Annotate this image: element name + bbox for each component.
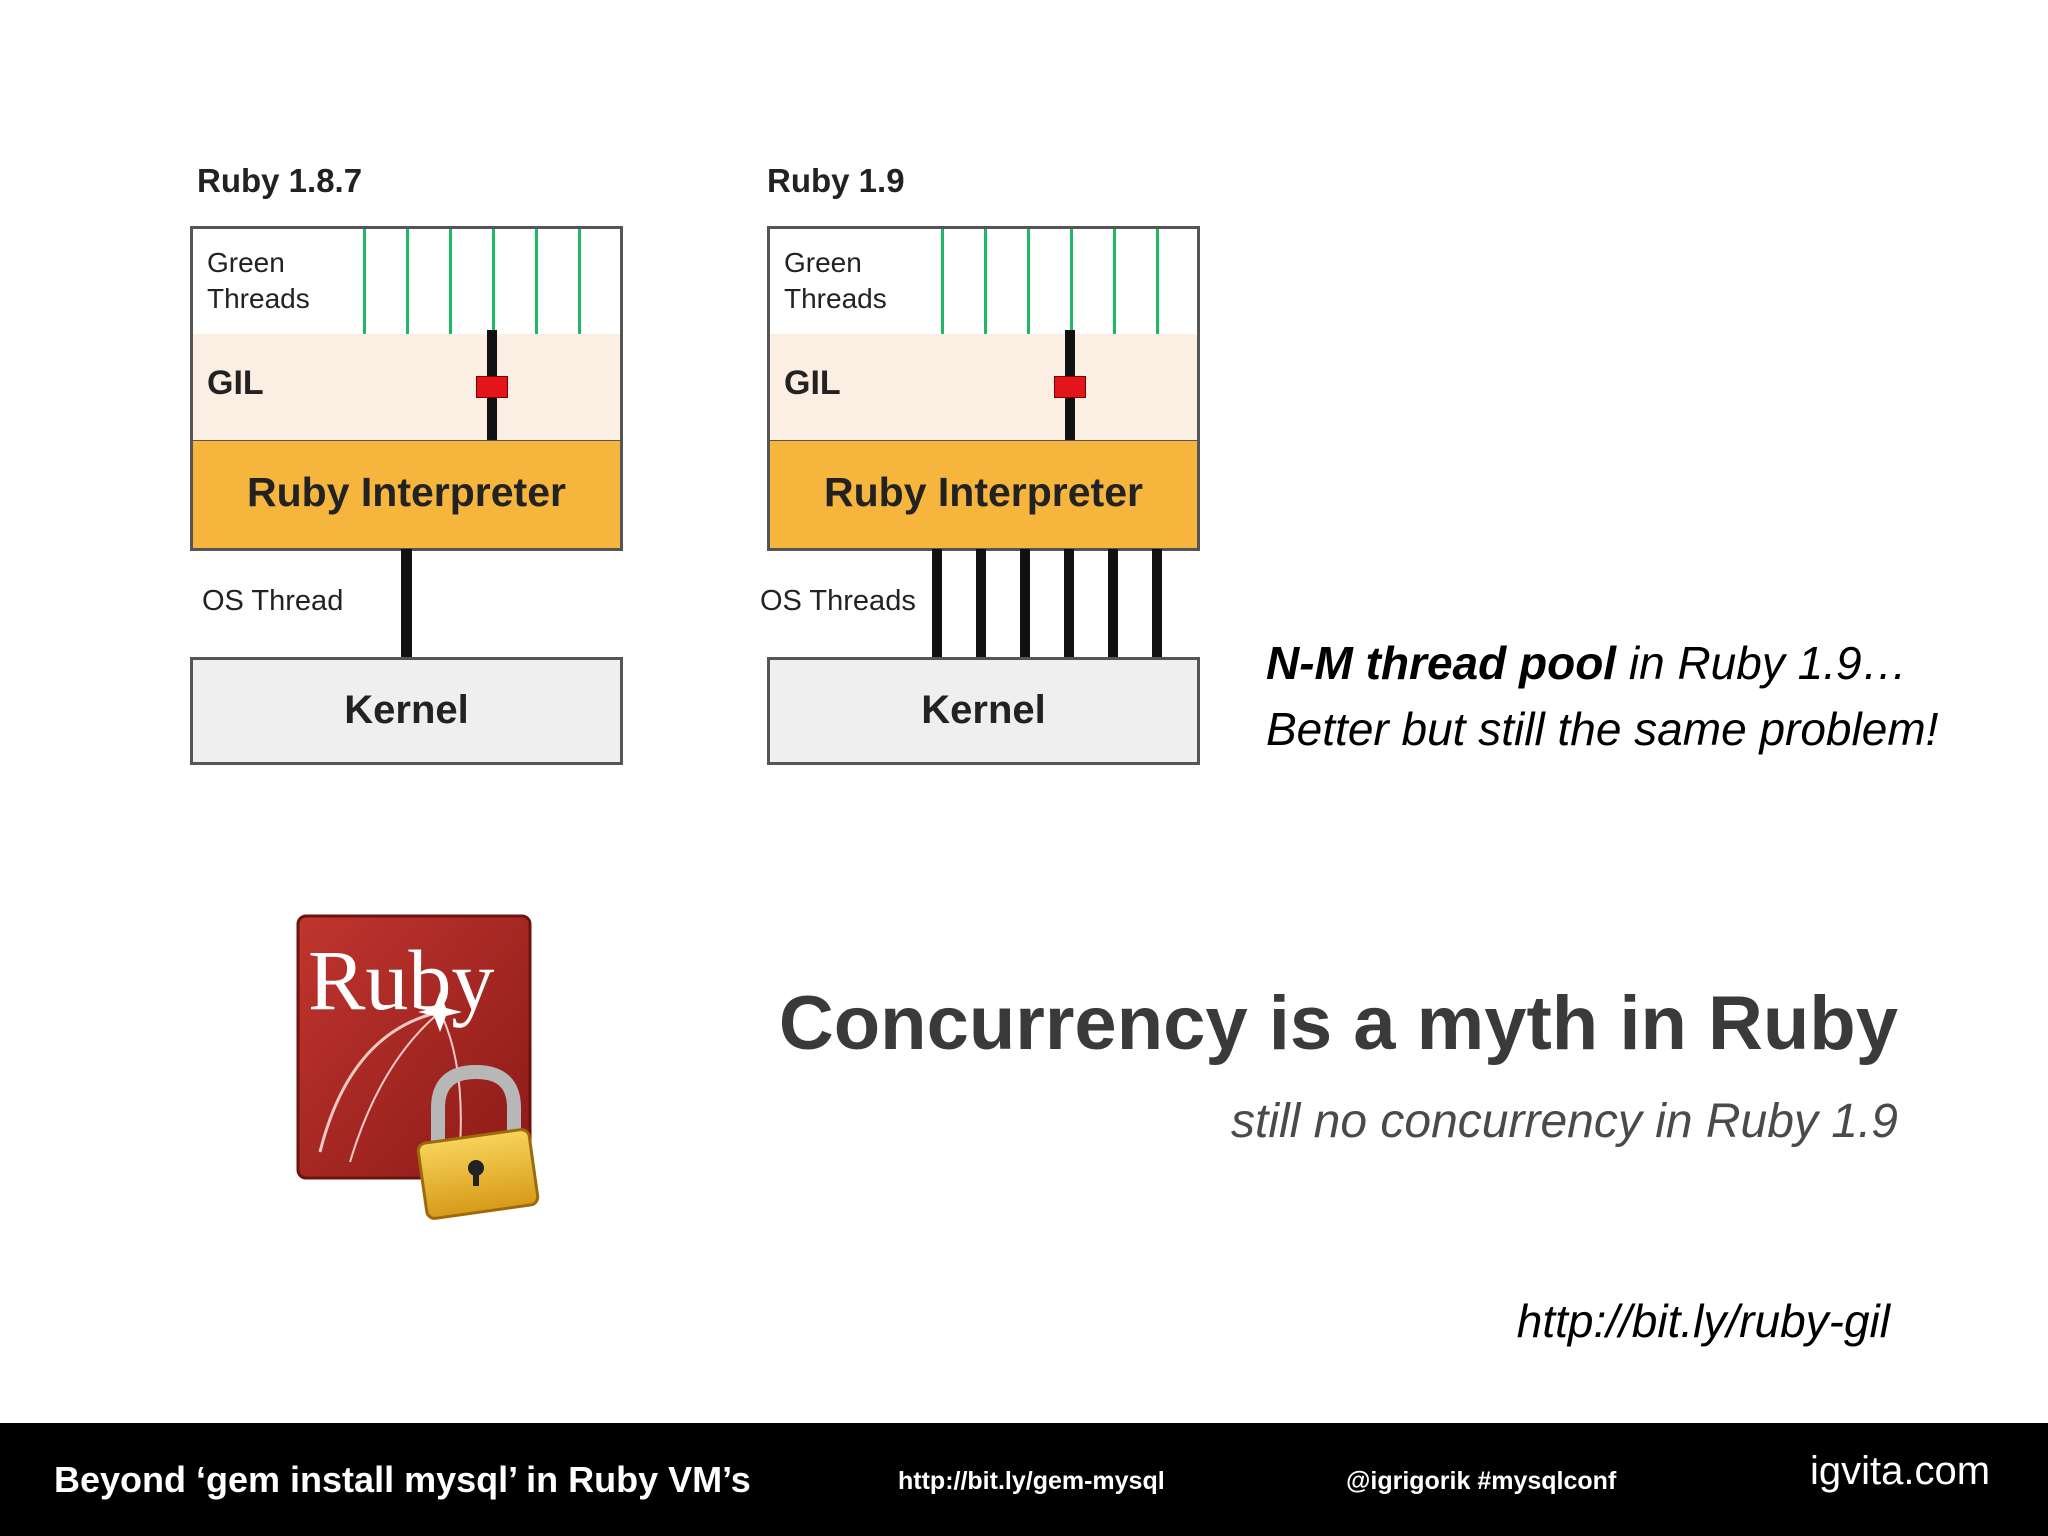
footer-handle: @igrigorik #mysqlconf [1346, 1467, 1616, 1496]
footer-link[interactable]: http://bit.ly/gem-mysql [898, 1467, 1165, 1496]
os-thread-bar [1108, 549, 1118, 659]
footer-brand[interactable]: igvita.com [1810, 1449, 1990, 1494]
green-threads-label: Green Threads [207, 245, 310, 317]
os-threads-label: OS Threads [760, 585, 916, 618]
green-thread-line [1070, 229, 1073, 334]
green-thread-line [535, 229, 538, 334]
note-rest: in Ruby 1.9… [1616, 637, 1907, 689]
note-line-2: Better but still the same problem! [1266, 696, 1938, 762]
green-thread-line [363, 229, 366, 334]
gil-row: GIL [767, 334, 1200, 443]
note-bold: N-M thread pool [1266, 637, 1616, 689]
interpreter-label: Ruby Interpreter [193, 469, 620, 516]
os-thread-bar [1020, 549, 1030, 659]
green-thread-line [1156, 229, 1159, 334]
subheadline: still no concurrency in Ruby 1.9 [1231, 1094, 1898, 1149]
green-thread-line [406, 229, 409, 334]
kernel-label: Kernel [770, 688, 1197, 733]
gil-label: GIL [207, 364, 264, 403]
os-thread-label: OS Thread [202, 585, 343, 618]
diagram-title: Ruby 1.8.7 [197, 162, 362, 200]
green-threads-label: Green Threads [784, 245, 887, 317]
os-thread-bar [1064, 549, 1074, 659]
interpreter-row: Ruby Interpreter [767, 441, 1200, 551]
kernel-row: Kernel [190, 657, 623, 765]
green-threads-row: Green Threads [190, 226, 623, 337]
gil-lock-marker [1054, 376, 1086, 398]
reference-link[interactable]: http://bit.ly/ruby-gil [1517, 1294, 1890, 1348]
green-thread-line [492, 229, 495, 334]
green-thread-line [449, 229, 452, 334]
green-thread-line [984, 229, 987, 334]
interpreter-label: Ruby Interpreter [770, 469, 1197, 516]
ruby-logo-text: Ruby [308, 930, 494, 1030]
green-thread-line [1113, 229, 1116, 334]
kernel-label: Kernel [193, 688, 620, 733]
interpreter-row: Ruby Interpreter [190, 441, 623, 551]
gil-row: GIL [190, 334, 623, 443]
gil-lock-marker [476, 376, 508, 398]
green-thread-line [1027, 229, 1030, 334]
os-thread-bar [1152, 549, 1162, 659]
green-thread-line [941, 229, 944, 334]
footer-title: Beyond ‘gem install mysql’ in Ruby VM’s [54, 1459, 751, 1501]
os-thread-bar [401, 549, 412, 659]
os-thread-bar [976, 549, 986, 659]
kernel-row: Kernel [767, 657, 1200, 765]
diagram-title: Ruby 1.9 [767, 162, 905, 200]
os-thread-bar [932, 549, 942, 659]
green-thread-line [578, 229, 581, 334]
headline: Concurrency is a myth in Ruby [779, 980, 1898, 1067]
footer-bar: Beyond ‘gem install mysql’ in Ruby VM’s … [0, 1423, 2048, 1536]
gil-label: GIL [784, 364, 841, 403]
green-threads-row: Green Threads [767, 226, 1200, 337]
note-line-1: N-M thread pool in Ruby 1.9… [1266, 630, 1938, 696]
ruby-lock-logo: Ruby [290, 912, 570, 1222]
thread-pool-note: N-M thread pool in Ruby 1.9… Better but … [1266, 630, 1938, 762]
